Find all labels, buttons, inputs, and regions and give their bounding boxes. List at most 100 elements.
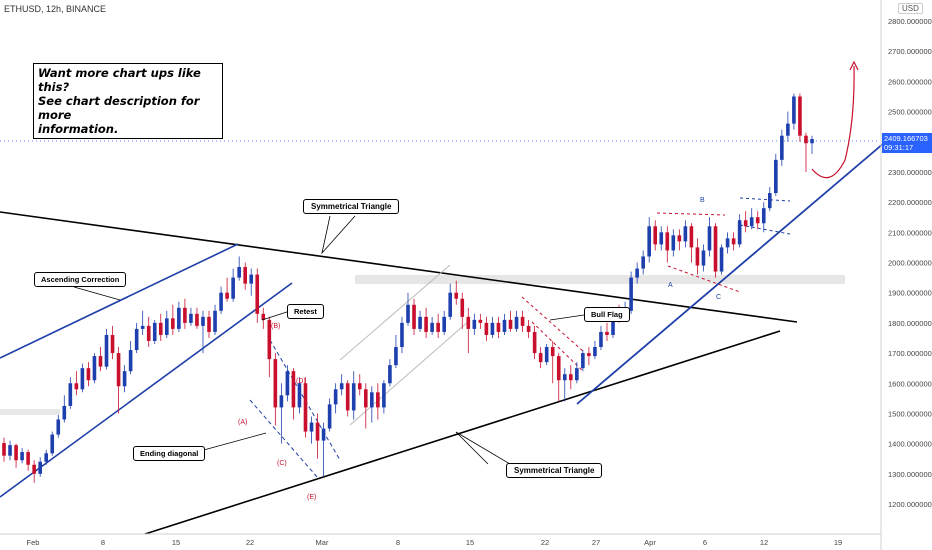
candle-body (285, 371, 290, 396)
candle (647, 217, 652, 263)
candle-body (731, 238, 736, 245)
candle-body (593, 347, 597, 357)
candle-body (804, 135, 808, 144)
candle (237, 256, 241, 281)
candle (370, 386, 374, 423)
candle (587, 347, 591, 366)
x-tick-label: 15 (466, 538, 474, 547)
currency-badge[interactable]: USD (898, 3, 923, 14)
candle (8, 440, 12, 461)
candle-body (177, 307, 181, 329)
projection-arrow-head (849, 60, 859, 71)
candle-body (225, 292, 229, 299)
candle (532, 325, 537, 360)
y-tick-label: 1500.000000 (888, 409, 932, 418)
candle (158, 313, 163, 341)
ascending-channel-upper-line (0, 243, 239, 359)
candle (695, 238, 700, 275)
wave-label-d: (D) (296, 378, 306, 385)
candle (496, 316, 501, 338)
symbol-line: ETHUSD, 12h, BINANCE (4, 4, 107, 14)
candle-body (442, 316, 446, 332)
candle-body (695, 247, 700, 266)
price-axis[interactable]: 2800.000000 2700.000000 2600.000000 2500.00… (880, 0, 932, 550)
last-price-value: 2409.166703 (884, 134, 928, 143)
candle-body (74, 383, 79, 390)
callout-ending-diagonal: Ending diagonal (133, 446, 206, 461)
candle-body (587, 353, 591, 357)
candle (442, 310, 446, 335)
candle (152, 319, 157, 345)
candle (804, 132, 808, 172)
candle-body (713, 226, 718, 272)
candle-body (665, 232, 670, 251)
candle-body (424, 316, 428, 332)
candle-body (339, 383, 344, 390)
candle (581, 350, 585, 372)
candle-body (231, 277, 235, 299)
candle-body (158, 322, 163, 335)
time-axis[interactable]: Feb 8 15 22 Mar 8 15 22 27 Apr 6 12 19 (0, 533, 881, 547)
candle-body (20, 452, 24, 461)
ending-diagonal-upper (269, 339, 341, 461)
candle (134, 322, 139, 354)
candle-body (370, 392, 374, 408)
last-price-tag: 2409.166703 09:31:17 (882, 133, 932, 153)
candle-body (514, 316, 519, 329)
candle-body (68, 383, 73, 406)
candle (556, 353, 561, 402)
candle-body (568, 374, 573, 381)
candle (725, 232, 730, 254)
candle (767, 187, 772, 212)
impulse-channel-lower (349, 319, 471, 426)
candle (376, 383, 380, 420)
candle-body (171, 318, 175, 329)
candle (478, 313, 483, 329)
candle-body (671, 235, 676, 251)
candle (749, 208, 754, 230)
callout-retest: Retest (287, 304, 324, 319)
candle-body (134, 328, 139, 351)
candle-body (279, 395, 284, 408)
candle (327, 398, 332, 432)
candle-body (774, 159, 778, 194)
candle-body (201, 316, 205, 326)
candle-body (792, 96, 796, 124)
y-tick-label: 1300.000000 (888, 470, 932, 479)
candle-body (520, 316, 525, 326)
candle (231, 268, 235, 302)
y-tick-label: 1800.000000 (888, 319, 932, 328)
candle (436, 313, 440, 338)
candle (62, 395, 67, 423)
candle (641, 250, 645, 275)
candle-body (146, 325, 151, 341)
candle (357, 374, 362, 396)
candle (448, 283, 453, 320)
candle (164, 310, 169, 338)
candle-body (466, 316, 471, 329)
candle-body (490, 322, 495, 335)
zone-1950 (355, 275, 845, 284)
ascending-channel-lower-line (0, 282, 293, 498)
x-tick-label: 22 (246, 538, 254, 547)
candle (345, 380, 350, 417)
candle-body (755, 217, 760, 224)
candle (665, 226, 670, 263)
candle-body (351, 383, 356, 411)
candle (20, 448, 24, 464)
candle (249, 268, 254, 296)
candle-body (44, 453, 49, 462)
candle-body (761, 208, 766, 224)
candle-body (707, 226, 712, 251)
y-tick-label: 1700.000000 (888, 349, 932, 358)
candle (38, 457, 42, 477)
candle (225, 277, 229, 302)
candle-body (183, 307, 187, 323)
x-tick-label: 12 (760, 538, 768, 547)
x-tick-label: 6 (703, 538, 707, 547)
candle (146, 316, 151, 348)
candle (14, 443, 18, 468)
y-tick-label: 1200.000000 (888, 500, 932, 509)
y-tick-label: 2700.000000 (888, 47, 932, 56)
